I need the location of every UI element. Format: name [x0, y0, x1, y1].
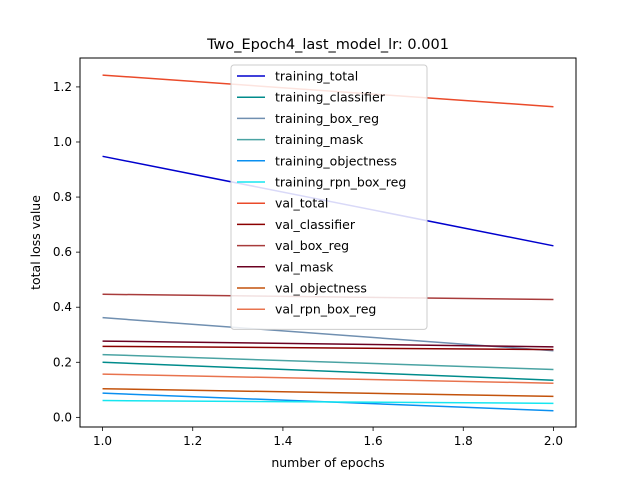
y-tick-label: 0.6: [53, 245, 72, 259]
legend-entry-training-mask: training_mask: [275, 132, 364, 147]
legend-entry-training-classifier: training_classifier: [275, 90, 386, 105]
series-line-training-classifier: [102, 361, 554, 381]
legend-entry-val-total: val_total: [275, 196, 328, 211]
x-axis-label: number of epochs: [271, 455, 384, 470]
y-tick-label: 1.0: [53, 135, 72, 149]
y-tick-label: 1.2: [53, 80, 72, 94]
x-tick-label: 1.0: [93, 434, 112, 448]
plot-frame: [79, 57, 577, 428]
y-axis-ticks: 0.0 0.2 0.4 0.6 0.8 1.0 1.2: [53, 80, 80, 424]
y-tick-label: 0.4: [53, 300, 72, 314]
x-tick-label: 1.8: [454, 434, 473, 448]
legend-entry-training-objectness: training_objectness: [275, 153, 397, 168]
series-line-val-objectness: [102, 387, 554, 398]
legend-entry-val-mask: val_mask: [275, 259, 334, 274]
y-axis-label: total loss value: [28, 195, 43, 290]
y-tick-label: 0.2: [53, 355, 72, 369]
series-line-training-rpn-box-reg: [102, 399, 554, 405]
legend-entry-training-total: training_total: [275, 69, 358, 84]
legend-entry-val-rpn-box-reg: val_rpn_box_reg: [275, 302, 376, 317]
legend: training_total training_classifiertrainin…: [230, 64, 428, 330]
legend-entry-val-objectness: val_objectness: [275, 281, 367, 296]
y-tick-label: 0.0: [53, 410, 72, 424]
legend-entry-training-box-reg: training_box_reg: [275, 111, 379, 126]
series-line-training-mask: [102, 353, 554, 371]
x-tick-label: 1.6: [364, 434, 383, 448]
x-tick-label: 1.4: [273, 434, 292, 448]
series-line-val-mask: [102, 340, 554, 348]
legend-box: [230, 64, 428, 330]
legend-entry-training-rpn-box-reg: training_rpn_box_reg: [275, 175, 406, 190]
legend-entry-val-box-reg: val_box_reg: [275, 238, 349, 253]
chart-title: Two_Epoch4_last_model_lr: 0.001: [206, 37, 449, 53]
x-tick-label: 1.2: [183, 434, 202, 448]
x-tick-label: 2.0: [544, 434, 563, 448]
x-axis-ticks: 1.0 1.2 1.4 1.6 1.8 2.0: [93, 427, 563, 448]
series-line-val-rpn-box-reg: [102, 373, 554, 384]
legend-entry-val-classifier: val_classifier: [275, 217, 356, 232]
series-line-val-classifier: [102, 345, 554, 351]
y-tick-label: 0.8: [53, 190, 72, 204]
